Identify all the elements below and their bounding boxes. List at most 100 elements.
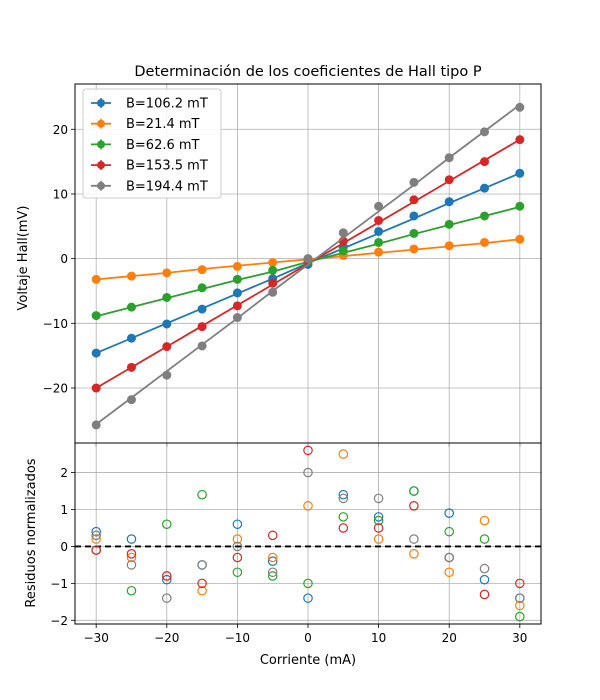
residual-point	[126, 585, 137, 596]
residual-point	[338, 449, 349, 459]
chart-title: Determinación de los coeficientes de Hal…	[134, 64, 481, 80]
data-point	[515, 201, 525, 211]
data-point	[126, 333, 136, 343]
residual-point	[479, 589, 490, 600]
data-point	[197, 304, 207, 314]
residual-point	[197, 489, 207, 500]
residual-point	[409, 486, 419, 496]
data-point	[515, 102, 525, 112]
data-point	[444, 153, 454, 163]
data-point	[126, 395, 136, 405]
residual-point	[409, 549, 419, 559]
residual-point	[338, 489, 349, 500]
residual-point	[232, 541, 243, 552]
residual-point	[126, 534, 137, 544]
legend-label: B=106.2 mT	[126, 97, 208, 112]
residual-point	[197, 560, 207, 570]
residual-point	[515, 611, 525, 622]
data-point	[162, 292, 172, 302]
residual-point	[479, 574, 490, 585]
residual-point	[161, 571, 172, 581]
residual-point	[303, 445, 313, 456]
data-point	[444, 197, 454, 207]
residual-point	[303, 500, 313, 511]
legend-label: B=62.6 mT	[126, 138, 200, 153]
data-point	[374, 247, 384, 257]
data-point	[338, 246, 348, 256]
data-point	[303, 254, 313, 264]
legend-marker	[97, 140, 105, 149]
x-tick-label: 30	[512, 631, 527, 645]
x-tick-label: 10	[371, 631, 386, 645]
series-b-21-4-mt	[91, 449, 525, 611]
residual-point	[373, 512, 384, 522]
residual-point	[126, 560, 137, 570]
residual-point	[373, 493, 384, 504]
residual-point	[267, 556, 278, 567]
y-tick-label: 0	[60, 252, 68, 266]
residual-point	[303, 593, 313, 603]
data-point	[268, 278, 278, 288]
series-b-194-4-mt	[91, 102, 525, 430]
main-y-axis-label: Voltaje Hall(mV)	[16, 206, 31, 311]
residual-point	[91, 530, 101, 541]
legend-entry: B=62.6 mT	[91, 138, 200, 153]
legend-label: B=194.4 mT	[126, 179, 208, 194]
data-point	[162, 342, 172, 352]
data-point	[374, 237, 384, 247]
residual-point	[444, 526, 455, 537]
data-point	[444, 175, 454, 185]
y-tick-label: −10	[43, 317, 68, 331]
residual-point	[197, 585, 207, 596]
data-point	[515, 135, 525, 145]
data-point	[197, 265, 207, 275]
legend-marker	[97, 161, 105, 170]
data-point	[409, 228, 419, 238]
legend-marker	[97, 181, 105, 190]
residual-point	[479, 563, 490, 574]
data-point	[91, 311, 101, 321]
residual-point	[338, 523, 349, 533]
data-point	[374, 201, 384, 211]
legend-entry: B=106.2 mT	[91, 97, 208, 112]
data-point	[480, 183, 490, 193]
x-tick-label: −30	[84, 631, 109, 645]
residual-point	[126, 552, 137, 563]
data-point	[91, 348, 101, 358]
data-point	[91, 274, 101, 284]
residual-point	[338, 512, 349, 522]
legend-label: B=153.5 mT	[126, 159, 208, 174]
data-point	[268, 287, 278, 297]
x-tick-label: 20	[442, 631, 457, 645]
data-point	[91, 383, 101, 393]
data-point	[162, 268, 172, 278]
residual-point	[232, 519, 243, 530]
data-point	[338, 228, 348, 238]
data-point	[374, 215, 384, 225]
data-point	[162, 319, 172, 329]
residual-point	[515, 593, 525, 603]
y-tick-label: −2	[50, 614, 68, 628]
x-tick-label: −10	[225, 631, 250, 645]
residual-point	[373, 534, 384, 544]
residual-point	[338, 493, 349, 504]
y-tick-label: 1	[60, 503, 68, 517]
legend-entry: B=194.4 mT	[91, 179, 208, 194]
data-point	[409, 244, 419, 254]
data-point	[409, 211, 419, 221]
legend-box	[82, 88, 222, 199]
residual-point	[232, 534, 243, 544]
data-point	[126, 302, 136, 312]
residual-point	[515, 578, 525, 589]
residual-point	[303, 467, 313, 478]
x-tick-label: −20	[154, 631, 179, 645]
residual-point	[161, 519, 172, 530]
data-point	[126, 362, 136, 372]
legend-entry: B=153.5 mT	[91, 159, 208, 174]
residual-point	[444, 552, 455, 563]
residual-point	[444, 567, 455, 578]
data-point	[480, 211, 490, 221]
data-point	[232, 274, 242, 284]
